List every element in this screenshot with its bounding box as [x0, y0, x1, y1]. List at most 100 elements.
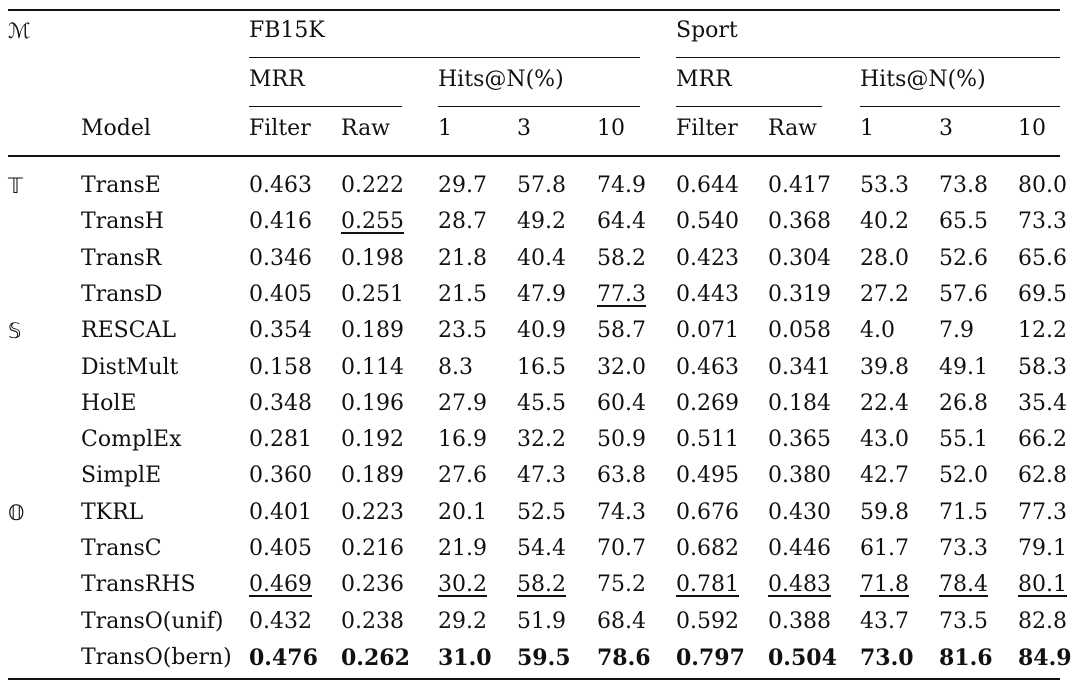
table-cell: 84.9	[1018, 644, 1072, 671]
table-cell: 0.222	[341, 173, 404, 198]
table-cell: 73.0	[860, 644, 914, 671]
table-cell: 30.2	[438, 572, 487, 598]
table-cell: 77.3	[1018, 499, 1067, 525]
table-cell: 27.6	[438, 463, 487, 489]
fb15k-hits-header: Hits@N(%)	[438, 67, 564, 92]
table-cell: 0.443	[676, 281, 739, 307]
table-cell: 60.4	[597, 390, 646, 416]
table-cell: 62.8	[1018, 463, 1067, 489]
table-cell: 0.236	[341, 572, 404, 598]
group-symbol: 𝕋	[8, 174, 23, 198]
table-cell: 42.7	[860, 463, 909, 489]
table-cell: 50.9	[597, 427, 646, 453]
table-cell: 58.3	[1018, 354, 1067, 380]
table-cell: 28.7	[438, 209, 487, 235]
table-cell: 0.304	[768, 245, 831, 271]
column-header: Raw	[341, 116, 391, 141]
fb15k-mrr-header: MRR	[249, 67, 305, 92]
column-header: 3	[939, 116, 953, 141]
table-cell: 77.3	[597, 281, 646, 307]
table-cell: 8.3	[438, 354, 473, 380]
model-name: TransRHS	[81, 572, 196, 598]
table-cell: 0.114	[341, 354, 404, 380]
table-cell: 52.0	[939, 463, 988, 489]
table-cell: 49.2	[517, 209, 566, 235]
model-header: Model	[81, 116, 151, 141]
table-cell: 57.8	[517, 173, 566, 198]
table-cell: 0.223	[341, 499, 404, 525]
fb15k-hits-rule	[438, 106, 640, 107]
table-cell: 21.9	[438, 536, 487, 561]
table-cell: 80.0	[1018, 173, 1067, 198]
table-cell: 29.2	[438, 608, 487, 634]
table-cell: 0.269	[676, 390, 739, 416]
table-cell: 73.5	[939, 608, 988, 634]
table-cell: 43.0	[860, 427, 909, 453]
table-cell: 31.0	[438, 644, 492, 671]
table-cell: 45.5	[517, 390, 566, 416]
table-cell: 47.3	[517, 463, 566, 489]
table-cell: 23.5	[438, 318, 487, 344]
table-cell: 4.0	[860, 318, 895, 344]
table-cell: 47.9	[517, 281, 566, 307]
model-name: TransO(unif)	[81, 608, 224, 634]
table-cell: 0.463	[676, 354, 739, 380]
table-cell: 27.9	[438, 390, 487, 416]
column-header: Filter	[249, 116, 311, 141]
table-cell: 0.432	[249, 608, 312, 634]
table-cell: 64.4	[597, 209, 646, 235]
table-cell: 78.6	[597, 644, 651, 671]
table-cell: 0.189	[341, 318, 404, 344]
table-cell: 29.7	[438, 173, 487, 198]
table-cell: 0.495	[676, 463, 739, 489]
table-cell: 58.7	[597, 318, 646, 344]
table-cell: 0.446	[768, 536, 831, 561]
model-name: TransC	[81, 536, 162, 561]
table-cell: 71.5	[939, 499, 988, 525]
column-header: Filter	[676, 116, 738, 141]
table-cell: 0.189	[341, 463, 404, 489]
table-cell: 21.5	[438, 281, 487, 307]
table-cell: 0.430	[768, 499, 831, 525]
table-cell: 69.5	[1018, 281, 1067, 307]
table-cell: 0.365	[768, 427, 831, 453]
table-cell: 0.511	[676, 427, 739, 453]
table-cell: 0.388	[768, 608, 831, 634]
table-cell: 65.5	[939, 209, 988, 235]
table-cell: 74.9	[597, 173, 646, 198]
table-cell: 73.3	[1018, 209, 1067, 235]
table-cell: 0.196	[341, 390, 404, 416]
sport-mrr-rule	[676, 106, 822, 107]
sport-hits-header: Hits@N(%)	[860, 67, 986, 92]
column-header: 10	[1018, 116, 1046, 141]
table-cell: 0.360	[249, 463, 312, 489]
model-name: TransO(bern)	[81, 644, 232, 670]
table-cell: 0.281	[249, 427, 312, 453]
table-cell: 0.255	[341, 209, 404, 235]
table-cell: 0.797	[676, 644, 745, 671]
table-cell: 81.6	[939, 644, 993, 671]
table-cell: 52.5	[517, 499, 566, 525]
table-cell: 40.2	[860, 209, 909, 235]
table-cell: 16.9	[438, 427, 487, 453]
table-cell: 0.405	[249, 536, 312, 561]
model-name: DistMult	[81, 354, 179, 380]
table-cell: 54.4	[517, 536, 566, 561]
fb15k-rule	[249, 57, 640, 58]
table-cell: 43.7	[860, 608, 909, 634]
table-cell: 12.2	[1018, 318, 1067, 344]
table-cell: 0.262	[341, 644, 410, 671]
table-cell: 0.401	[249, 499, 312, 525]
table-cell: 0.368	[768, 209, 831, 235]
table-cell: 0.463	[249, 173, 312, 198]
table-cell: 0.319	[768, 281, 831, 307]
model-name: RESCAL	[81, 318, 177, 344]
table-cell: 7.9	[939, 318, 974, 344]
model-name: SimplE	[81, 463, 162, 489]
table-cell: 58.2	[517, 572, 566, 598]
column-header: 1	[438, 116, 452, 141]
table-cell: 49.1	[939, 354, 988, 380]
group-symbol: 𝕆	[8, 500, 25, 525]
table-cell: 32.2	[517, 427, 566, 453]
